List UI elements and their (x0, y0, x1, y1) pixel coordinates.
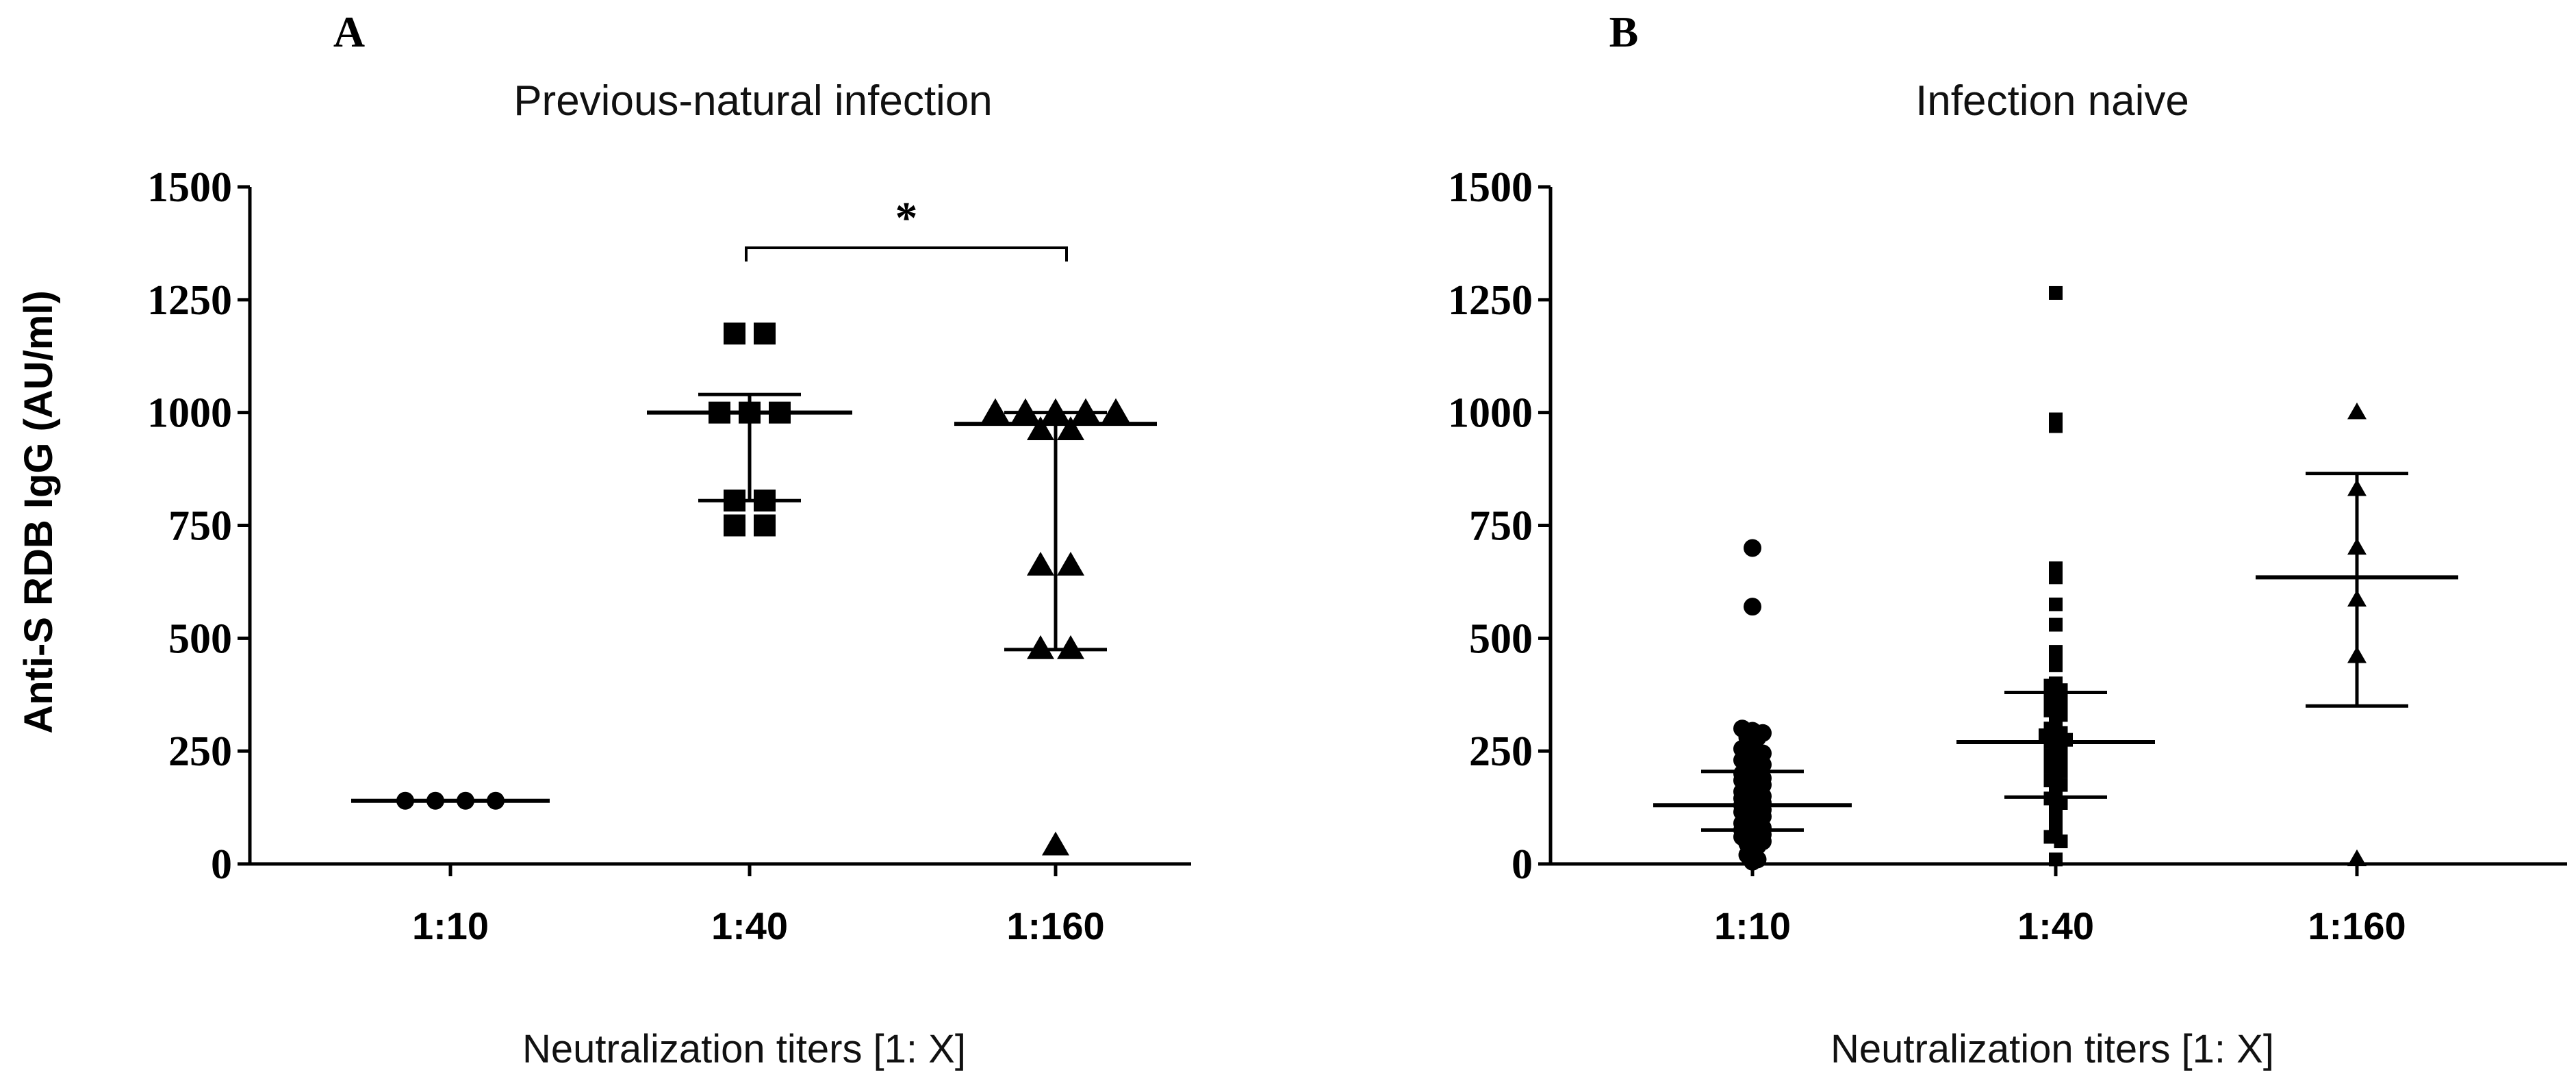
y-tick-label: 1250 (1448, 277, 1533, 324)
group-1-40 (647, 322, 852, 537)
significance-star: * (895, 193, 918, 243)
data-point (982, 398, 1009, 422)
data-point (1042, 398, 1069, 422)
y-tick-label: 750 (168, 503, 232, 550)
data-point (1057, 416, 1084, 440)
chart-title-a: Previous-natural infection (513, 77, 993, 125)
group-1-160 (954, 398, 1157, 856)
y-ticks-a: 0 250 500 750 1000 1250 1500 (147, 164, 250, 888)
data-point (1744, 539, 1761, 557)
x-tick-label: 1:160 (1006, 904, 1104, 947)
x-tick-label: 1:40 (711, 904, 788, 947)
data-point (2049, 617, 2063, 632)
x-ticks-a: 1:10 1:40 1:160 (412, 864, 1105, 947)
y-tick-label: 0 (211, 841, 232, 888)
y-tick-label: 750 (1469, 503, 1533, 550)
y-tick-label: 1250 (147, 277, 232, 324)
x-tick-label: 1:40 (2017, 904, 2094, 947)
data-point (2049, 419, 2063, 433)
group-1-10 (1653, 539, 1852, 871)
panel-b: B Infection naive Neutralization titers … (1448, 8, 2567, 1071)
x-tick-label: 1:10 (1714, 904, 1791, 947)
data-point (1027, 416, 1054, 440)
chart-title-b: Infection naive (1915, 77, 2189, 125)
data-point (2049, 597, 2063, 611)
data-point (754, 322, 776, 345)
data-point (2049, 285, 2063, 300)
data-point (2054, 834, 2068, 849)
group-1-10 (351, 791, 550, 810)
x-axis-label-a: Neutralization titers [1: X] (522, 1027, 966, 1071)
panel-label-b: B (1609, 8, 1639, 56)
group-1-40 (1956, 285, 2155, 867)
data-point (1057, 551, 1084, 576)
data-point (1057, 635, 1084, 659)
x-axis-label-b: Neutralization titers [1: X] (1831, 1027, 2274, 1071)
y-ticks-b: 0 250 500 750 1000 1250 1500 (1448, 164, 1551, 888)
data-point (1027, 551, 1054, 576)
data-point (1744, 852, 1761, 871)
data-point (754, 514, 776, 537)
y-tick-label: 500 (1469, 615, 1533, 662)
data-point (1027, 635, 1054, 659)
y-axis-label: Anti-S RDB IgG (AU/ml) (16, 290, 61, 734)
data-point (2347, 849, 2367, 867)
x-tick-label: 1:160 (2308, 904, 2406, 947)
panel-label-a: A (333, 8, 365, 56)
data-point (1102, 398, 1130, 422)
y-tick-label: 1000 (1448, 390, 1533, 437)
y-tick-label: 500 (168, 615, 232, 662)
data-point (2347, 403, 2367, 420)
significance-bracket: * (745, 193, 1068, 262)
group-1-160 (2256, 403, 2458, 867)
data-groups-a (351, 322, 1157, 856)
data-point (2049, 570, 2063, 585)
y-tick-label: 1000 (147, 390, 232, 437)
y-tick-label: 1500 (147, 164, 232, 211)
x-ticks-b: 1:10 1:40 1:160 (1714, 864, 2406, 947)
y-tick-label: 250 (168, 728, 232, 775)
data-groups-b (1653, 285, 2458, 871)
data-point (1042, 831, 1069, 856)
x-tick-label: 1:10 (412, 904, 489, 947)
panel-a: A Previous-natural infection Anti-S RDB … (16, 8, 1191, 1071)
data-point (1012, 398, 1039, 422)
y-tick-label: 1500 (1448, 164, 1533, 211)
data-point (1072, 398, 1099, 422)
significance-bracket-line (745, 246, 1068, 262)
data-point (1744, 598, 1761, 616)
data-point (724, 322, 745, 345)
y-tick-label: 250 (1469, 728, 1533, 775)
y-tick-label: 0 (1512, 841, 1533, 888)
data-point (2049, 852, 2063, 867)
data-point (724, 514, 745, 537)
data-point (2049, 658, 2063, 672)
